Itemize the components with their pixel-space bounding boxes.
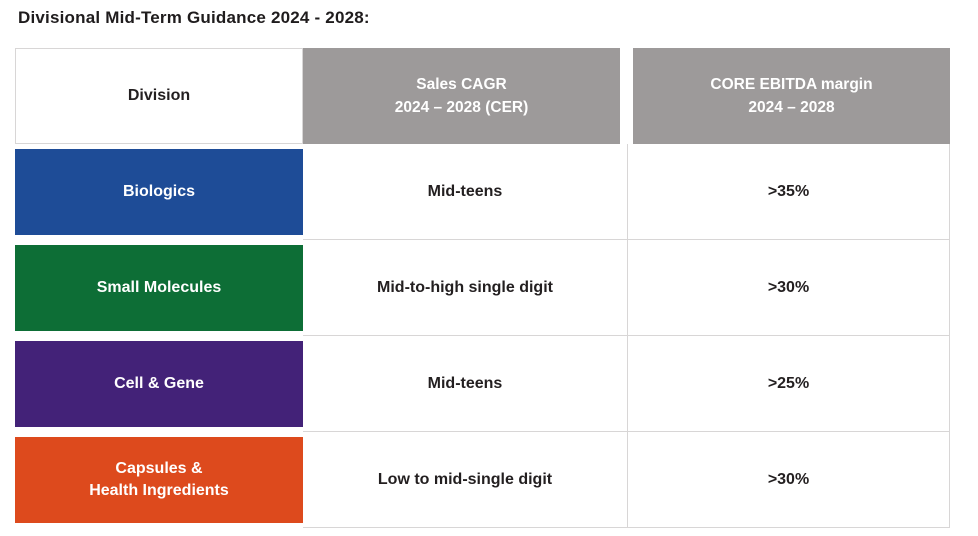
table-header-row: Division Sales CAGR 2024 – 2028 (CER) CO… [15,48,950,144]
core-ebitda-value: >35% [767,182,810,200]
core-ebitda-value: >30% [767,278,810,296]
column-header-core-ebitda-label: CORE EBITDA margin 2024 – 2028 [710,75,873,116]
sales-cagr-cell: Low to mid-single digit [303,432,627,528]
sales-cagr-value: Mid-teens [427,182,503,200]
sales-cagr-cell: Mid-teens [303,144,627,240]
core-ebitda-cell: >35% [627,144,950,240]
core-ebitda-cell: >30% [627,240,950,336]
sales-cagr-cell: Mid-to-high single digit [303,240,627,336]
division-label: Capsules & Health Ingredients [89,459,229,499]
column-header-division: Division [15,48,303,144]
table-row-cell-and-gene: Cell & Gene Mid-teens >25% [15,336,950,432]
column-header-sales-cagr: Sales CAGR 2024 – 2028 (CER) [303,48,620,144]
table-row-biologics: Biologics Mid-teens >35% [15,144,950,240]
sales-cagr-value: Mid-to-high single digit [377,278,553,296]
division-cell: Cell & Gene [15,341,303,427]
division-column: Small Molecules [15,240,303,336]
header-column-gap [620,48,633,144]
page-title: Divisional Mid-Term Guidance 2024 - 2028… [18,8,370,27]
table-row-small-molecules: Small Molecules Mid-to-high single digit… [15,240,950,336]
core-ebitda-value: >30% [767,470,810,488]
column-header-division-label: Division [127,87,191,104]
division-cell: Capsules & Health Ingredients [15,437,303,523]
sales-cagr-value: Mid-teens [427,374,503,392]
division-column: Biologics [15,144,303,240]
core-ebitda-cell: >25% [627,336,950,432]
sales-cagr-value: Low to mid-single digit [377,470,553,488]
column-header-core-ebitda: CORE EBITDA margin 2024 – 2028 [633,48,950,144]
division-label: Small Molecules [96,278,222,296]
division-cell: Small Molecules [15,245,303,331]
column-header-sales-cagr-label: Sales CAGR 2024 – 2028 (CER) [394,75,529,116]
core-ebitda-value: >25% [767,374,810,392]
division-label: Cell & Gene [114,374,204,392]
division-column: Capsules & Health Ingredients [15,432,303,528]
guidance-table: Division Sales CAGR 2024 – 2028 (CER) CO… [15,48,950,528]
core-ebitda-cell: >30% [627,432,950,528]
division-cell: Biologics [15,149,303,235]
table-row-capsules-health-ingredients: Capsules & Health Ingredients Low to mid… [15,432,950,528]
division-column: Cell & Gene [15,336,303,432]
division-label: Biologics [122,182,195,200]
sales-cagr-cell: Mid-teens [303,336,627,432]
